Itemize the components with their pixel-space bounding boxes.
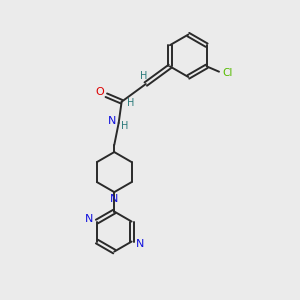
Text: N: N [110, 194, 118, 204]
Text: H: H [140, 71, 147, 81]
Text: N: N [85, 214, 93, 224]
Text: Cl: Cl [222, 68, 232, 78]
Text: N: N [108, 116, 116, 126]
Text: O: O [95, 87, 104, 97]
Text: H: H [122, 121, 129, 131]
Text: N: N [136, 239, 144, 249]
Text: H: H [128, 98, 135, 108]
